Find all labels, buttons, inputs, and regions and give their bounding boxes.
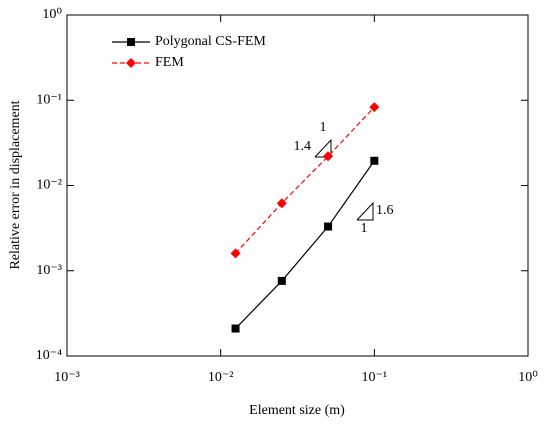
y-tick-label: 10⁻³ (36, 263, 62, 278)
slope-label: 1.6 (376, 203, 394, 218)
slope-label: 1 (361, 221, 368, 236)
series-line (235, 106, 375, 254)
slope-triangle (314, 138, 332, 158)
series-line (235, 160, 375, 329)
marker (370, 156, 379, 165)
marker (127, 38, 135, 46)
slope-label: 1 (320, 120, 327, 135)
marker (276, 198, 287, 209)
marker (323, 151, 334, 162)
marker (277, 276, 286, 285)
x-tick-label: 10⁻² (208, 370, 234, 385)
marker (324, 222, 333, 231)
legend-label: FEM (155, 55, 184, 70)
y-axis-label: Relative error in displacement (8, 100, 23, 269)
marker (231, 324, 240, 333)
marker (369, 102, 380, 113)
marker (126, 58, 136, 68)
y-tick-label: 10⁻¹ (36, 92, 62, 107)
slope-triangle (356, 201, 374, 221)
legend-label: Polygonal CS-FEM (155, 34, 266, 49)
slope-label: 1.4 (294, 139, 312, 154)
x-tick-label: 10⁻¹ (362, 370, 388, 385)
plot-frame (66, 14, 529, 357)
x-tick-label: 10⁰ (518, 370, 538, 385)
x-axis-label: Element size (m) (249, 403, 345, 418)
y-tick-label: 10⁻² (36, 178, 62, 193)
y-tick-label: 10⁰ (42, 7, 62, 22)
y-tick-label: 10⁻⁴ (36, 348, 62, 363)
x-tick-label: 10⁻³ (54, 370, 80, 385)
marker (230, 248, 241, 259)
